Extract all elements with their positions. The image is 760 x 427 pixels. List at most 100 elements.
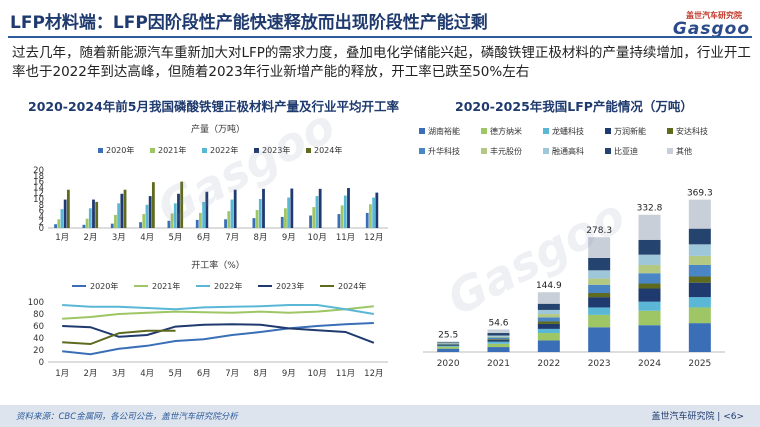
legend-swatch [605, 128, 611, 134]
x-tick-label: 2025 [688, 359, 711, 369]
stack-segment [638, 264, 661, 274]
y-tick-label: 16 [33, 178, 44, 188]
x-tick-label: 11月 [336, 233, 355, 243]
bar [199, 212, 202, 228]
legend-label: 2022年 [210, 145, 238, 155]
footer-bar: 资料来源：CBC金属网，各公司公告，盖世汽车研究院分析 盖世汽车研究院 | <6… [0, 405, 760, 427]
stack-segment [688, 255, 711, 265]
stack-segment [537, 314, 560, 318]
x-tick-label: 1月 [55, 369, 69, 379]
stack-segment [638, 325, 661, 352]
bar [318, 188, 322, 228]
bar [233, 189, 237, 228]
bar [151, 182, 155, 228]
stack-segment [588, 257, 611, 271]
legend-label: 安达科技 [676, 126, 708, 136]
x-tick-label: 4月 [140, 369, 154, 379]
bar [309, 215, 312, 228]
bar [290, 188, 294, 228]
bar [177, 193, 180, 228]
x-tick-label: 6月 [197, 233, 211, 243]
y-tick-label: 100 [28, 298, 44, 308]
bar [173, 203, 177, 228]
bar [92, 199, 95, 228]
y-tick-label: 2 [39, 218, 44, 228]
y-tick-label: 20 [33, 166, 44, 176]
stack-segment [688, 228, 711, 245]
total-label: 25.5 [438, 330, 458, 340]
page-title: LFP材料端：LFP因阶段性产能快速释放而出现阶段性产能过剩 [10, 13, 488, 33]
legend-swatch [543, 148, 549, 154]
bar [258, 199, 262, 228]
bar [284, 208, 287, 228]
total-label: 54.6 [488, 318, 508, 328]
legend-swatch [306, 148, 311, 153]
bar [170, 213, 174, 228]
stack-segment [487, 343, 510, 348]
stack-segment [537, 317, 560, 322]
legend-swatch [481, 148, 487, 154]
bar [85, 218, 89, 228]
stack-segment [437, 343, 460, 345]
stack-segment [437, 348, 460, 352]
stack-segment [437, 342, 460, 344]
stack-segment [588, 284, 611, 294]
stack-segment [588, 327, 611, 352]
bar [337, 214, 341, 228]
stack-segment [688, 264, 711, 277]
y-axis-label: 产量（万吨） [191, 123, 245, 135]
stack-segment [537, 303, 560, 310]
bar [114, 214, 117, 228]
production-bar-chart: 产量（万吨）2020年 2021年 2022年 2023年 2024年024681012… [33, 123, 388, 243]
x-tick-label: 12月 [364, 233, 383, 243]
bar [287, 197, 291, 228]
utilization-line-chart: 开工率（%） 2020年 2021年 2022年 2023年 2024年 0 20 40 60 80… [28, 259, 388, 379]
stack-segment [688, 244, 711, 256]
y-tick-label: 20 [33, 346, 44, 356]
stack-segment [688, 199, 711, 229]
legend-label: 2022年 [214, 281, 242, 291]
legend-label: 丰元股份 [490, 146, 522, 156]
bar [255, 210, 259, 228]
bar [369, 204, 372, 228]
legend-label: 2021年 [158, 145, 186, 155]
bar [167, 220, 171, 228]
stack-segment [688, 276, 711, 283]
bar [145, 204, 149, 228]
stack-segment [638, 283, 661, 289]
legend-label: 2020年 [90, 281, 118, 291]
bar [63, 199, 67, 228]
y-tick-label: 0 [39, 224, 44, 234]
y-tick-label: 0 [39, 358, 44, 368]
stack-segment [487, 341, 510, 344]
bar [142, 214, 146, 228]
stack-segment [688, 297, 711, 308]
stack-segment [437, 344, 460, 346]
legend-label: 万润新能 [614, 126, 646, 136]
stack-segment [638, 301, 661, 311]
series-line [62, 329, 176, 346]
bar [82, 224, 86, 228]
stack-segment [437, 343, 460, 344]
x-tick-label: 3月 [112, 233, 126, 243]
legend-label: 融通高科 [552, 146, 584, 156]
stack-segment [487, 340, 510, 342]
legend-label: 比亚迪 [614, 146, 638, 156]
legend-label: 2023年 [262, 145, 290, 155]
legend-swatch [481, 128, 487, 134]
series-line [62, 322, 374, 356]
stack-segment [688, 307, 711, 324]
stack-segment [537, 309, 560, 315]
intro-paragraph: 过去几年，随着新能源汽车重新加大对LFP的需求力度，叠加电化学储能兴起，磷酸铁锂… [12, 45, 751, 80]
y-tick-label: 80 [33, 310, 44, 320]
bar [202, 201, 206, 228]
x-tick-label: 8月 [254, 233, 268, 243]
bar [252, 218, 256, 228]
stack-segment [487, 339, 510, 341]
x-tick-label: 2022 [537, 359, 560, 369]
stack-segment [638, 288, 661, 302]
bar [54, 224, 57, 228]
x-tick-label: 5月 [169, 369, 183, 379]
x-tick-label: 4月 [140, 233, 154, 243]
